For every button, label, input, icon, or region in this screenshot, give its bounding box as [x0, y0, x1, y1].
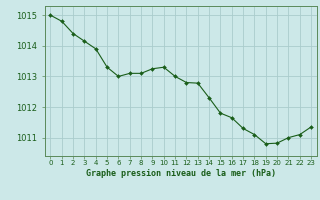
- X-axis label: Graphe pression niveau de la mer (hPa): Graphe pression niveau de la mer (hPa): [86, 169, 276, 178]
